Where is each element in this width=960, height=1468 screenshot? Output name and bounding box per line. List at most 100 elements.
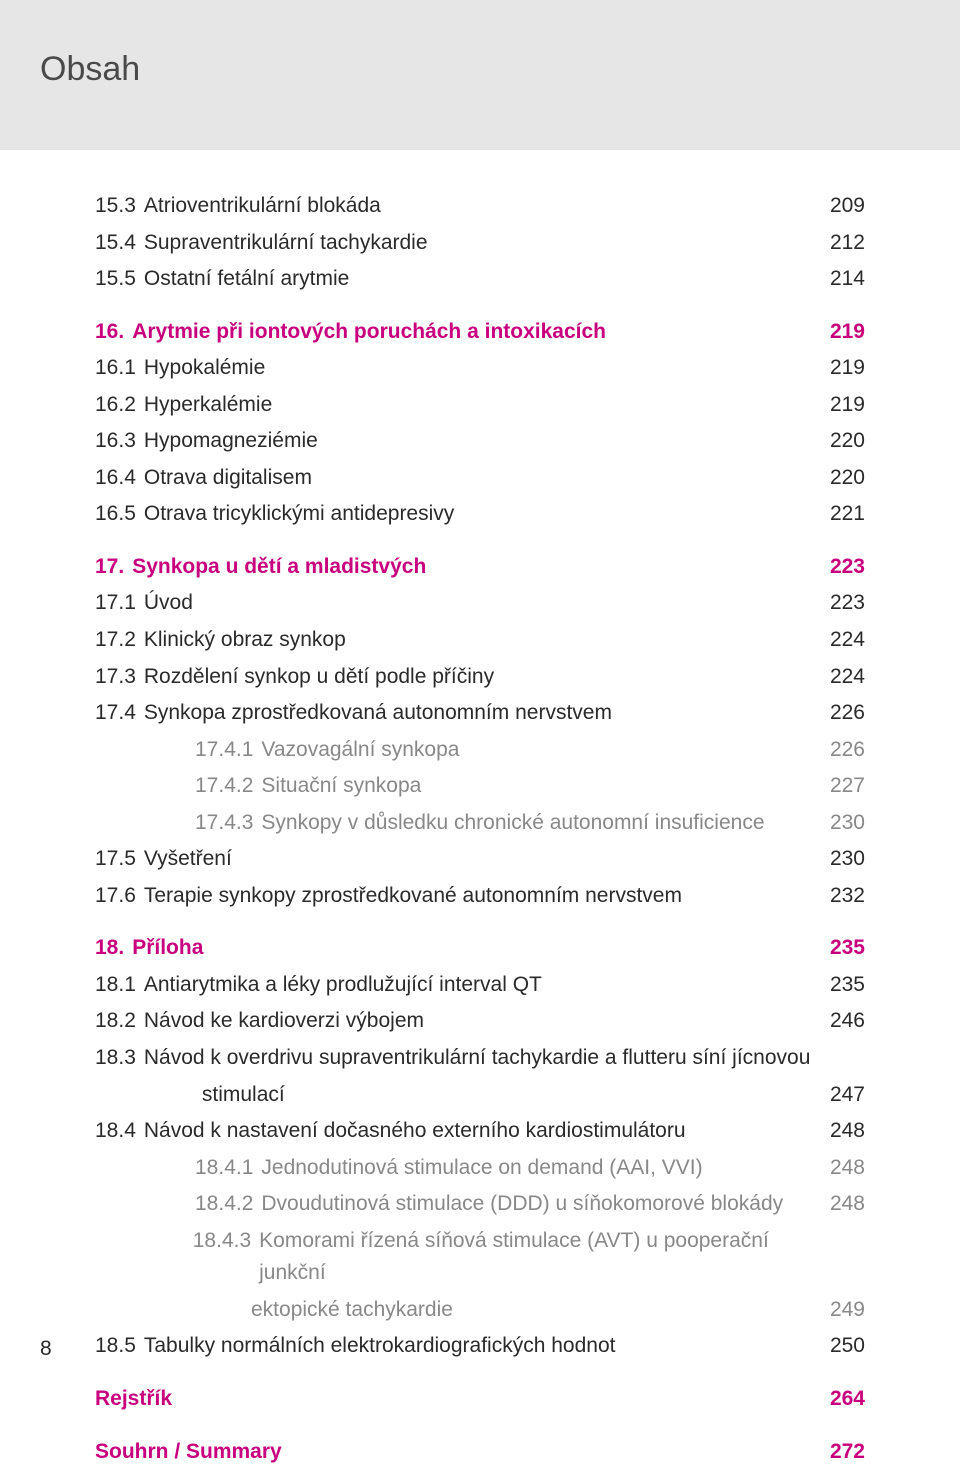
toc-entry-page: 230 (815, 843, 865, 876)
toc-entry-label: Otrava digitalisem (136, 462, 815, 495)
toc-entry-number: 17.2 (95, 624, 136, 657)
toc-entry: 18.Příloha235 (95, 932, 865, 965)
toc-entry: 18.1Antiarytmika a léky prodlužující int… (95, 969, 865, 1002)
toc-entry-number: 18. (95, 932, 124, 965)
toc-entry-page: 212 (815, 227, 865, 260)
toc-entry-number: 17. (95, 551, 124, 584)
toc-entry: 18.3stimulací247 (95, 1079, 865, 1112)
toc-entry-label: Dvoudutinová stimulace (DDD) u síňokomor… (253, 1188, 815, 1221)
toc-entry: 16.Arytmie při iontových poruchách a int… (95, 316, 865, 349)
toc-entry: 17.4.2Situační synkopa227 (95, 770, 865, 803)
toc-entry-number: 18.4 (95, 1115, 136, 1148)
toc-entry: 18.5Tabulky normálních elektrokardiograf… (95, 1330, 865, 1363)
toc-entry-page: 220 (815, 425, 865, 458)
toc-entry-label: Terapie synkopy zprostředkované autonomn… (136, 880, 815, 913)
toc-entry-label: Antiarytmika a léky prodlužující interva… (136, 969, 815, 1002)
toc-entry-label: Atrioventrikulární blokáda (136, 190, 815, 223)
toc-entry-page: 246 (815, 1005, 865, 1038)
toc-entry: 18.4.1Jednodutinová stimulace on demand … (95, 1152, 865, 1185)
toc-entry-label: Otrava tricyklickými antidepresivy (136, 498, 815, 531)
toc-entry-label: Situační synkopa (253, 770, 815, 803)
toc-entry-label: Příloha (124, 932, 815, 965)
toc-entry-label: Rozdělení synkop u dětí podle příčiny (136, 661, 815, 694)
toc-entry: 16.4Otrava digitalisem220 (95, 462, 865, 495)
toc-entry-page: 235 (815, 932, 865, 965)
toc-entry: ektopické tachykardie249 (95, 1294, 865, 1327)
toc-entry-label: Souhrn / Summary (95, 1436, 815, 1468)
table-of-contents: 15.3Atrioventrikulární blokáda209 15.4Sup… (0, 150, 960, 1468)
toc-entry: 17.2Klinický obraz synkop224 (95, 624, 865, 657)
toc-entry-label: Vyšetření (136, 843, 815, 876)
toc-entry-number: 16.5 (95, 498, 136, 531)
toc-entry: Souhrn / Summary272 (95, 1436, 865, 1468)
toc-entry: 17.3Rozdělení synkop u dětí podle příčin… (95, 661, 865, 694)
toc-entry-label: Synkopy v důsledku chronické autonomní i… (253, 807, 815, 840)
toc-entry-page: 223 (815, 587, 865, 620)
toc-entry-page: 223 (815, 551, 865, 584)
toc-entry-number: 17.1 (95, 587, 136, 620)
toc-entry-number: 18.2 (95, 1005, 136, 1038)
toc-entry-number: 17.6 (95, 880, 136, 913)
toc-entry-number: 16.4 (95, 462, 136, 495)
toc-entry-label: Tabulky normálních elektrokardiografický… (136, 1330, 815, 1363)
toc-entry-number: 17.4.1 (195, 734, 253, 767)
toc-entry: 15.4Supraventrikulární tachykardie212 (95, 227, 865, 260)
page-title: Obsah (40, 50, 960, 89)
toc-entry-page: 224 (815, 624, 865, 657)
toc-entry-label: Úvod (136, 587, 815, 620)
header-band: Obsah (0, 0, 960, 150)
toc-entry: 17.1Úvod223 (95, 587, 865, 620)
toc-entry-number: 16. (95, 316, 124, 349)
toc-entry: 15.5Ostatní fetální arytmie214 (95, 263, 865, 296)
toc-entry-page: 220 (815, 462, 865, 495)
toc-entry-number: 16.3 (95, 425, 136, 458)
toc-entry: 18.4.3Komorami řízená síňová stimulace (… (95, 1225, 865, 1290)
toc-entry: 17.4.1Vazovagální synkopa226 (95, 734, 865, 767)
toc-entry-label: Synkopa u dětí a mladistvých (124, 551, 815, 584)
toc-entry-label: Klinický obraz synkop (136, 624, 815, 657)
toc-entry-label: Návod k overdrivu supraventrikulární tac… (136, 1042, 815, 1075)
toc-entry-number: 16.1 (95, 352, 136, 385)
toc-entry-label: Hyperkalémie (136, 389, 815, 422)
toc-entry-page: 219 (815, 389, 865, 422)
toc-entry-page: 250 (815, 1330, 865, 1363)
toc-entry-label: Synkopa zprostředkovaná autonomním nervs… (136, 697, 815, 730)
toc-entry-number: 17.3 (95, 661, 136, 694)
toc-entry-page: 209 (815, 190, 865, 223)
toc-entry: 16.2Hyperkalémie219 (95, 389, 865, 422)
toc-entry: 18.4Návod k nastavení dočasného externíh… (95, 1115, 865, 1148)
toc-entry: Rejstřík264 (95, 1383, 865, 1416)
toc-entry-label: Jednodutinová stimulace on demand (AAI, … (253, 1152, 815, 1185)
toc-entry-page: 226 (815, 697, 865, 730)
toc-entry-page: 235 (815, 969, 865, 1002)
toc-entry-page: 248 (815, 1115, 865, 1148)
toc-entry: 17.Synkopa u dětí a mladistvých223 (95, 551, 865, 584)
toc-entry-number: 17.4 (95, 697, 136, 730)
toc-entry-label: Rejstřík (95, 1383, 815, 1416)
page-number: 8 (40, 1337, 52, 1361)
toc-entry-label: Vazovagální synkopa (253, 734, 815, 767)
toc-entry-label: Ostatní fetální arytmie (136, 263, 815, 296)
toc-entry-number: 17.5 (95, 843, 136, 876)
toc-entry-number: 18.5 (95, 1330, 136, 1363)
toc-entry-page: 264 (815, 1383, 865, 1416)
toc-entry: 17.6Terapie synkopy zprostředkované auto… (95, 880, 865, 913)
toc-entry-page: 248 (815, 1188, 865, 1221)
toc-entry: 16.5Otrava tricyklickými antidepresivy22… (95, 498, 865, 531)
toc-entry-number: 17.4.3 (195, 807, 253, 840)
toc-entry-label: Hypokalémie (136, 352, 815, 385)
toc-entry-page: 224 (815, 661, 865, 694)
toc-entry-page: 221 (815, 498, 865, 531)
toc-entry: 17.4Synkopa zprostředkovaná autonomním n… (95, 697, 865, 730)
toc-entry-number: 18.4.3 (193, 1225, 251, 1258)
toc-entry-label: Návod k nastavení dočasného externího ka… (136, 1115, 815, 1148)
toc-entry-page: 227 (815, 770, 865, 803)
toc-entry-page: 247 (815, 1079, 865, 1112)
toc-entry-label: Návod ke kardioverzi výbojem (136, 1005, 815, 1038)
toc-entry: 18.3Návod k overdrivu supraventrikulární… (95, 1042, 865, 1075)
toc-entry-label: stimulací (194, 1079, 815, 1112)
toc-entry: 16.3Hypomagneziémie220 (95, 425, 865, 458)
toc-entry-number: 15.3 (95, 190, 136, 223)
toc-entry-page: 248 (815, 1152, 865, 1185)
toc-entry-label: Komorami řízená síňová stimulace (AVT) u… (251, 1225, 815, 1290)
